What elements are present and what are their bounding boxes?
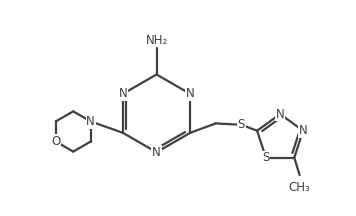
Text: S: S	[237, 118, 245, 131]
Text: N: N	[119, 87, 127, 100]
Text: NH₂: NH₂	[145, 34, 168, 47]
Text: CH₃: CH₃	[289, 181, 310, 194]
Text: N: N	[186, 87, 195, 100]
Text: N: N	[152, 146, 161, 159]
Text: N: N	[86, 115, 95, 128]
Text: N: N	[276, 108, 284, 121]
Text: O: O	[51, 135, 61, 148]
Text: S: S	[262, 151, 269, 164]
Text: N: N	[299, 124, 308, 137]
